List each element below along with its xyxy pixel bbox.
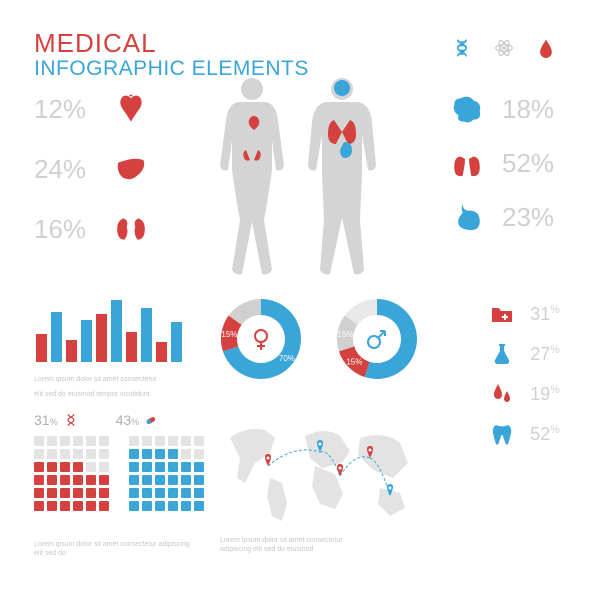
donut-female: 70% 15%	[218, 296, 304, 382]
human-bodies	[210, 76, 384, 276]
world-map	[220, 418, 420, 528]
pct-value: 52%	[530, 424, 560, 445]
brain-icon	[450, 92, 484, 126]
dna-icon	[452, 38, 472, 58]
svg-text:15%: 15%	[221, 330, 237, 339]
grid-caption: Lorem ipsum dolor sit amet consectetur a…	[34, 540, 194, 558]
male-body	[300, 76, 384, 276]
stat-stomach: 23%	[450, 200, 560, 234]
pct-value: 31%	[530, 304, 560, 325]
grid-label-left: 31%	[34, 412, 78, 428]
medical-icon-stats: 31% 27% 19% 52%	[490, 302, 560, 446]
bar-caption-1: Lorem ipsum dolor sit amet consectetur	[34, 375, 194, 384]
atom-icon	[494, 38, 514, 58]
donut-charts: 70% 15% 15% 15%	[218, 296, 420, 382]
dot-grid-section: 31% 43%	[34, 412, 204, 511]
blood-drop-icon	[536, 38, 556, 58]
pct-value: 24%	[34, 154, 96, 185]
heart-icon	[114, 92, 148, 126]
kidneys-icon	[114, 212, 148, 246]
stat-brain: 18%	[450, 92, 560, 126]
pct-value: 12%	[34, 94, 96, 125]
dna-icon	[64, 413, 78, 427]
bar-chart: Lorem ipsum dolor sit amet consectetur e…	[34, 296, 194, 399]
stat-liver: 24%	[34, 152, 148, 186]
infographic-canvas: MEDICAL INFOGRAPHIC ELEMENTS 12% 24% 16%…	[0, 0, 600, 600]
donut-male: 15% 15%	[334, 296, 420, 382]
stomach-icon	[450, 200, 484, 234]
map-caption: Lorem ipsum dolor sit amet consectetur a…	[220, 536, 420, 554]
pct-value: 18%	[502, 94, 560, 125]
pct-value: 16%	[34, 214, 96, 245]
stat-kidneys: 16%	[34, 212, 148, 246]
flask-icon	[490, 342, 514, 366]
stat-heart: 12%	[34, 92, 148, 126]
pills-icon	[145, 413, 159, 427]
dot-grid-left	[34, 436, 109, 511]
right-organ-stats: 18% 52% 23%	[450, 92, 560, 234]
pct-value: 52%	[502, 148, 560, 179]
pct-value: 27%	[530, 344, 560, 365]
bar-caption-2: elit sed do eiusmod tempor incididunt	[34, 390, 194, 399]
svg-text:15%: 15%	[346, 358, 362, 367]
stat-drops: 19%	[490, 382, 560, 406]
pct-value: 23%	[502, 202, 560, 233]
left-organ-stats: 12% 24% 16%	[34, 92, 148, 246]
grid-label-right: 43%	[116, 412, 160, 428]
lungs-icon	[450, 146, 484, 180]
female-body	[210, 76, 294, 276]
liver-icon	[114, 152, 148, 186]
svg-text:70%: 70%	[279, 354, 295, 363]
drops-icon	[490, 382, 514, 406]
folder-icon	[490, 302, 514, 326]
top-icon-row	[452, 38, 556, 58]
tooth-icon	[490, 422, 514, 446]
pct-value: 19%	[530, 384, 560, 405]
stat-flask: 27%	[490, 342, 560, 366]
stat-folder: 31%	[490, 302, 560, 326]
stat-tooth: 52%	[490, 422, 560, 446]
stat-lungs: 52%	[450, 146, 560, 180]
svg-text:15%: 15%	[337, 330, 353, 339]
dot-grid-right	[129, 436, 204, 511]
